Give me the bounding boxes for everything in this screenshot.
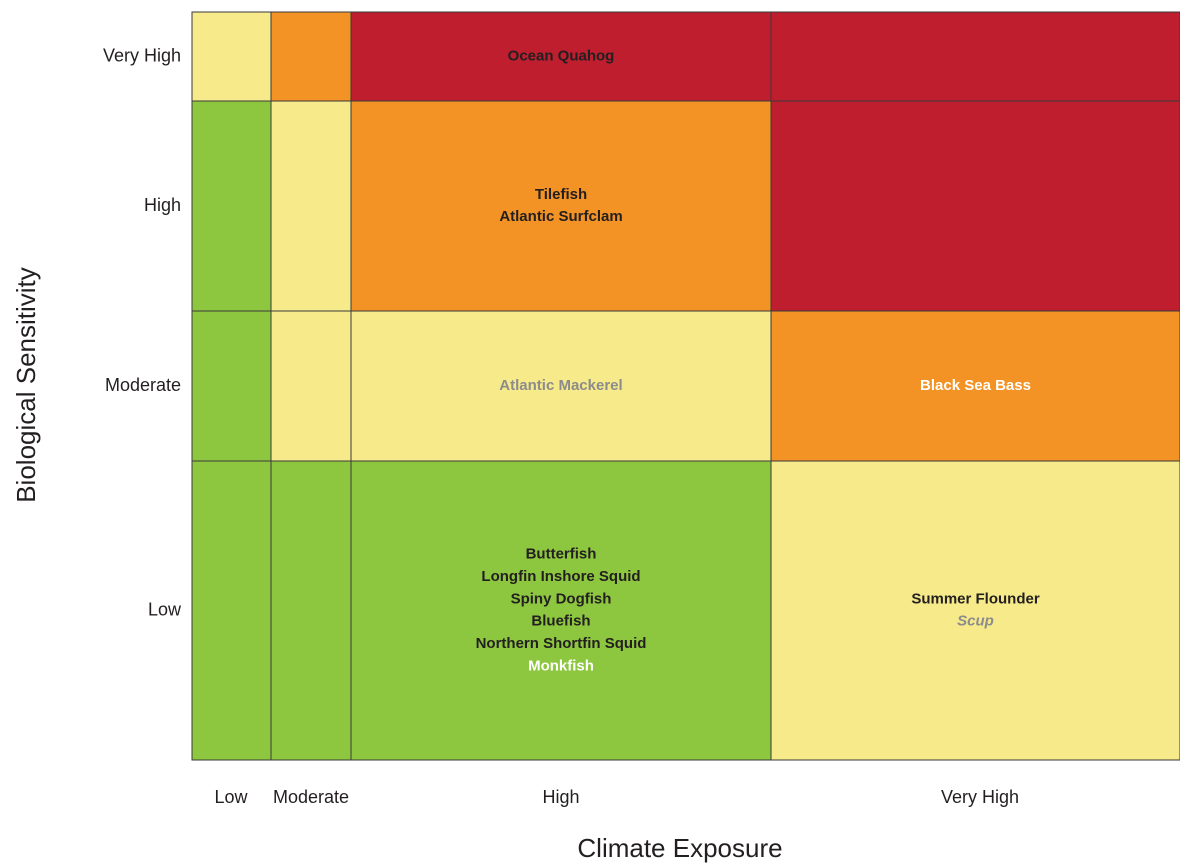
cell [770, 100, 1180, 312]
row-label: Moderate [105, 375, 181, 395]
species-label: Summer Flounder [911, 590, 1040, 607]
species-label: Monkfish [528, 657, 594, 674]
species-label: Scup [957, 613, 994, 630]
species-label: Ocean Quahog [508, 47, 615, 64]
cell [350, 310, 772, 462]
row-label: Low [148, 599, 182, 619]
species-label: Tilefish [535, 186, 587, 203]
row-label: High [144, 195, 181, 215]
cell [770, 460, 1180, 761]
species-label: Atlantic Mackerel [499, 377, 622, 394]
cell [350, 460, 772, 761]
cell [191, 310, 272, 462]
column-label: Very High [941, 787, 1019, 807]
row-label: Very High [103, 45, 181, 65]
cell [350, 100, 772, 312]
cell [191, 100, 272, 312]
species-label: Spiny Dogfish [511, 590, 612, 607]
cell [270, 11, 352, 102]
species-label: Bluefish [531, 613, 590, 630]
cell [350, 11, 772, 102]
column-label: Low [214, 787, 248, 807]
species-label: Butterfish [526, 545, 597, 562]
column-label: High [542, 787, 579, 807]
species-label: Northern Shortfin Squid [476, 635, 647, 652]
cell [270, 310, 352, 462]
species-label: Longfin Inshore Squid [481, 568, 640, 585]
y-axis-title: Biological Sensitivity [11, 267, 41, 503]
species-label: Black Sea Bass [920, 377, 1031, 394]
cell [270, 460, 352, 761]
column-label: Moderate [273, 787, 349, 807]
cell [270, 100, 352, 312]
cell [770, 11, 1180, 102]
cell [191, 460, 272, 761]
x-axis-title: Climate Exposure [577, 833, 782, 863]
species-label: Atlantic Surfclam [499, 208, 622, 225]
cell [191, 11, 272, 102]
